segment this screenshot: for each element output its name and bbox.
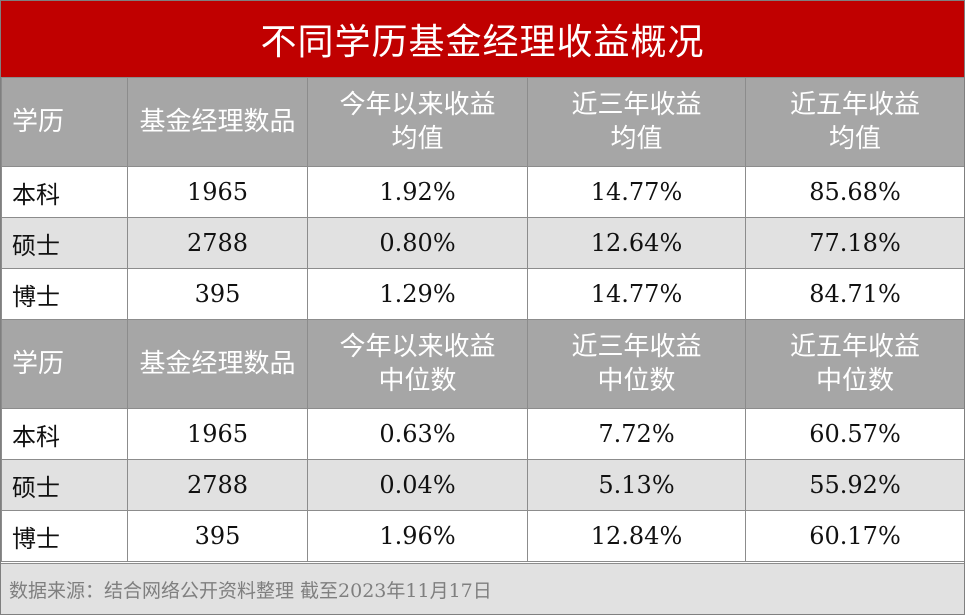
header-cell-ytd-median: 今年以来收益 中位数 [307, 319, 528, 409]
ytd-cell: 0.04% [307, 459, 528, 511]
header-cell-3y-median: 近三年收益 中位数 [527, 319, 746, 409]
header-cell-3y-mean: 近三年收益 均值 [527, 77, 746, 167]
table-row: 本科 1965 1.92% 14.77% 85.68% [1, 166, 964, 218]
education-cell: 博士 [1, 510, 128, 562]
source-note: 数据来源：结合网络公开资料整理 截至2023年11月17日 [1, 563, 964, 614]
header-cell-education: 学历 [1, 319, 128, 409]
header-cell-count: 基金经理数品 [127, 319, 308, 409]
table-row: 本科 1965 0.63% 7.72% 60.57% [1, 408, 964, 460]
count-cell: 1965 [127, 166, 308, 218]
ytd-cell: 1.92% [307, 166, 528, 218]
education-cell: 硕士 [1, 217, 128, 269]
table-row: 硕士 2788 0.04% 5.13% 55.92% [1, 459, 964, 511]
3y-cell: 5.13% [527, 459, 746, 511]
3y-cell: 14.77% [527, 166, 746, 218]
table-row: 博士 395 1.96% 12.84% 60.17% [1, 510, 964, 562]
count-cell: 1965 [127, 408, 308, 460]
header-cell-education: 学历 [1, 77, 128, 167]
5y-cell: 60.17% [745, 510, 964, 562]
table-row: 硕士 2788 0.80% 12.64% 77.18% [1, 217, 964, 269]
3y-cell: 14.77% [527, 268, 746, 320]
header-cell-count: 基金经理数品 [127, 77, 308, 167]
count-cell: 395 [127, 510, 308, 562]
count-cell: 2788 [127, 459, 308, 511]
returns-table: 学历 基金经理数品 今年以来收益 均值 近三年收益 均值 近五年收益 均值 [1, 77, 964, 562]
5y-cell: 77.18% [745, 217, 964, 269]
5y-cell: 55.92% [745, 459, 964, 511]
page-title: 不同学历基金经理收益概况 [1, 1, 964, 77]
3y-cell: 7.72% [527, 408, 746, 460]
header-cell-ytd-mean: 今年以来收益 均值 [307, 77, 528, 167]
ytd-cell: 1.29% [307, 268, 528, 320]
ytd-cell: 0.80% [307, 217, 528, 269]
education-cell: 硕士 [1, 459, 128, 511]
table-header-median: 学历 基金经理数品 今年以来收益 中位数 近三年收益 中位数 近五年收益 中位数 [1, 319, 964, 409]
education-cell: 本科 [1, 408, 128, 460]
header-cell-5y-mean: 近五年收益 均值 [745, 77, 964, 167]
ytd-cell: 0.63% [307, 408, 528, 460]
5y-cell: 84.71% [745, 268, 964, 320]
table-row: 博士 395 1.29% 14.77% 84.71% [1, 268, 964, 320]
ytd-cell: 1.96% [307, 510, 528, 562]
5y-cell: 60.57% [745, 408, 964, 460]
header-cell-5y-median: 近五年收益 中位数 [745, 319, 964, 409]
count-cell: 395 [127, 268, 308, 320]
5y-cell: 85.68% [745, 166, 964, 218]
table-header-mean: 学历 基金经理数品 今年以来收益 均值 近三年收益 均值 近五年收益 均值 [1, 77, 964, 167]
3y-cell: 12.64% [527, 217, 746, 269]
education-cell: 本科 [1, 166, 128, 218]
3y-cell: 12.84% [527, 510, 746, 562]
count-cell: 2788 [127, 217, 308, 269]
education-cell: 博士 [1, 268, 128, 320]
